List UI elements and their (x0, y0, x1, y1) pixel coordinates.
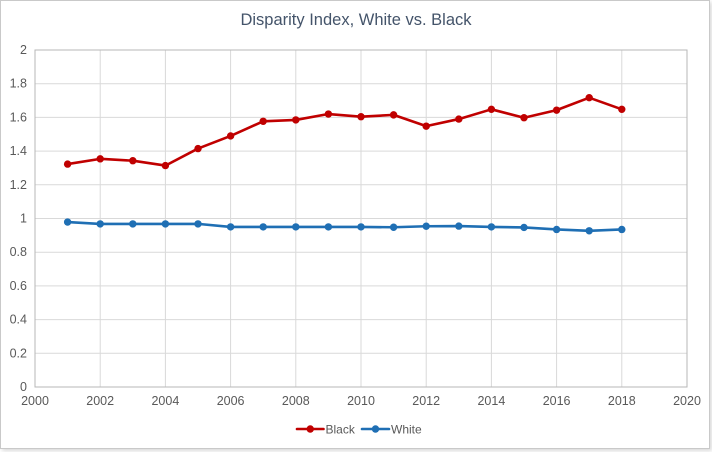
svg-text:1.8: 1.8 (10, 77, 27, 91)
svg-text:0.2: 0.2 (10, 346, 27, 360)
svg-text:2: 2 (20, 43, 27, 57)
svg-text:2018: 2018 (608, 394, 636, 408)
svg-text:2014: 2014 (477, 394, 505, 408)
svg-text:2016: 2016 (543, 394, 571, 408)
svg-text:2010: 2010 (347, 394, 375, 408)
svg-text:2012: 2012 (412, 394, 440, 408)
svg-text:White: White (391, 423, 422, 437)
svg-text:2006: 2006 (217, 394, 245, 408)
svg-text:2004: 2004 (151, 394, 179, 408)
svg-text:0: 0 (20, 380, 27, 394)
svg-text:2000: 2000 (21, 394, 49, 408)
svg-text:2008: 2008 (282, 394, 310, 408)
svg-text:1: 1 (20, 212, 27, 226)
svg-text:0.6: 0.6 (10, 279, 27, 293)
svg-text:1.2: 1.2 (10, 178, 27, 192)
svg-text:2002: 2002 (86, 394, 114, 408)
svg-text:0.4: 0.4 (10, 313, 27, 327)
svg-text:0.8: 0.8 (10, 245, 27, 259)
svg-text:2020: 2020 (673, 394, 701, 408)
svg-text:1.4: 1.4 (10, 144, 27, 158)
svg-text:Black: Black (326, 423, 356, 437)
svg-text:1.6: 1.6 (10, 110, 27, 124)
